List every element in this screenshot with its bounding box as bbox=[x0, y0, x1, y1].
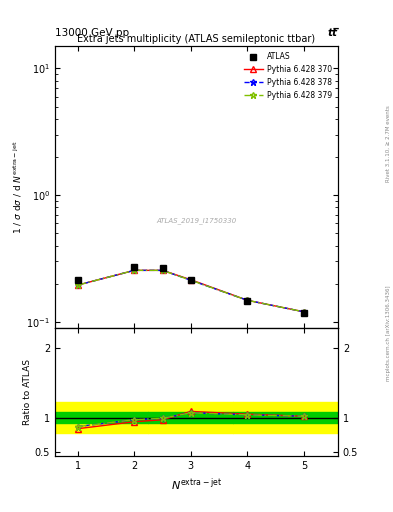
Text: 13000 GeV pp: 13000 GeV pp bbox=[55, 28, 129, 38]
X-axis label: $N^{\mathrm{extra-jet}}$: $N^{\mathrm{extra-jet}}$ bbox=[171, 476, 222, 493]
Text: ATLAS_2019_I1750330: ATLAS_2019_I1750330 bbox=[156, 217, 237, 224]
Text: tt̅: tt̅ bbox=[328, 28, 338, 38]
Y-axis label: 1 / $\sigma$ d$\sigma$ / d $N^{\mathrm{extra-jet}}$: 1 / $\sigma$ d$\sigma$ / d $N^{\mathrm{e… bbox=[11, 140, 24, 233]
Legend: ATLAS, Pythia 6.428 370, Pythia 6.428 378, Pythia 6.428 379: ATLAS, Pythia 6.428 370, Pythia 6.428 37… bbox=[242, 50, 334, 102]
Text: Rivet 3.1.10, ≥ 2.7M events: Rivet 3.1.10, ≥ 2.7M events bbox=[386, 105, 391, 182]
Title: Extra jets multiplicity (ATLAS semileptonic ttbar): Extra jets multiplicity (ATLAS semilepto… bbox=[77, 34, 316, 44]
Text: mcplots.cern.ch [arXiv:1306.3436]: mcplots.cern.ch [arXiv:1306.3436] bbox=[386, 285, 391, 380]
Y-axis label: Ratio to ATLAS: Ratio to ATLAS bbox=[23, 359, 32, 424]
